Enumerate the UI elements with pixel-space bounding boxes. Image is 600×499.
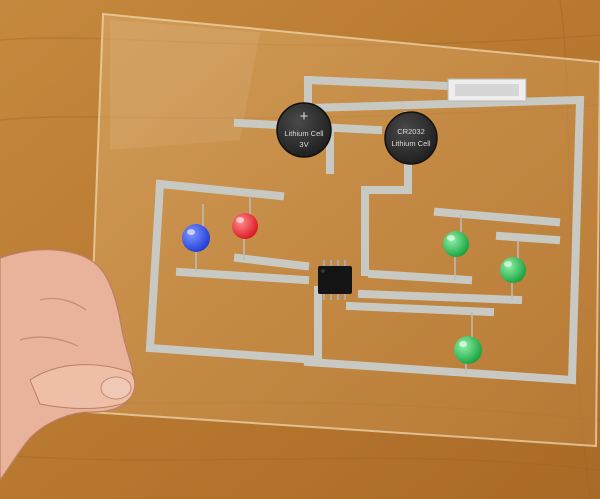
sheet-glare <box>110 20 260 150</box>
battery-2-model-label: CR2032 <box>397 127 425 136</box>
battery-1: + Lithium Cell 3V <box>276 102 332 158</box>
led-green-3 <box>454 336 482 364</box>
hand <box>0 249 136 481</box>
slide-switch <box>447 78 527 102</box>
led-blue <box>182 224 210 252</box>
led-green-2 <box>500 257 526 283</box>
battery-2: CR2032 Lithium Cell <box>384 111 438 165</box>
battery-1-type-label: Lithium Cell <box>284 129 324 138</box>
led-green-1 <box>443 231 469 257</box>
ic-chip <box>318 260 352 300</box>
battery-1-symbol: + <box>300 108 309 125</box>
led-red <box>232 213 258 239</box>
battery-2-type-label: Lithium Cell <box>391 139 431 148</box>
battery-1-voltage-label: 3V <box>299 140 308 149</box>
